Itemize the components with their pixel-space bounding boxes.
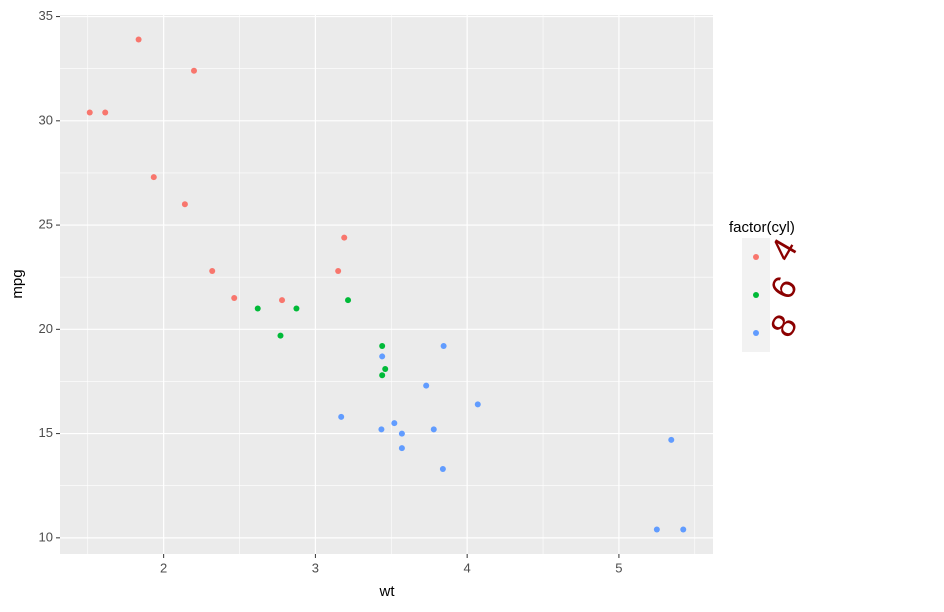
x-axis-label: wt (379, 583, 396, 600)
point (680, 526, 687, 533)
point (439, 466, 446, 473)
point (86, 109, 93, 116)
point (668, 436, 675, 443)
legend-marker (753, 254, 759, 260)
x-tick-label: 3 (312, 560, 319, 575)
point (345, 297, 352, 304)
point (398, 430, 405, 437)
point (335, 267, 342, 274)
grid (60, 15, 713, 554)
y-tick-label: 15 (39, 425, 53, 440)
point (150, 174, 157, 181)
point (102, 109, 109, 116)
point (423, 382, 430, 389)
point (279, 297, 286, 304)
y-tick-label: 20 (39, 321, 53, 336)
point (653, 526, 660, 533)
point (430, 426, 437, 433)
panel (60, 15, 713, 554)
point (209, 267, 216, 274)
point (382, 365, 389, 372)
point (338, 413, 345, 420)
point (474, 401, 481, 408)
point (341, 234, 348, 241)
y-tick-label: 10 (39, 529, 53, 544)
point (135, 36, 142, 43)
point (379, 343, 386, 350)
legend-marker (753, 292, 759, 298)
point (181, 201, 188, 208)
y-tick-label: 30 (39, 112, 53, 127)
y-tick-label: 35 (39, 8, 53, 23)
legend: 468 (742, 232, 805, 352)
points (86, 36, 687, 533)
point (231, 295, 238, 302)
x-tick-label: 2 (160, 560, 167, 575)
point (293, 305, 300, 312)
point (378, 426, 385, 433)
legend-marker (753, 330, 759, 336)
point (391, 420, 398, 427)
x-tick-label: 4 (464, 560, 471, 575)
point (254, 305, 261, 312)
y-tick-label: 25 (39, 217, 53, 232)
point (379, 372, 386, 379)
point (379, 353, 386, 360)
point (440, 343, 447, 350)
legend-title: factor(cyl) (729, 219, 795, 236)
point (190, 67, 197, 74)
point (277, 332, 284, 339)
y-axis-label: mpg (9, 269, 26, 298)
point (398, 445, 405, 452)
x-tick-label: 5 (615, 560, 622, 575)
